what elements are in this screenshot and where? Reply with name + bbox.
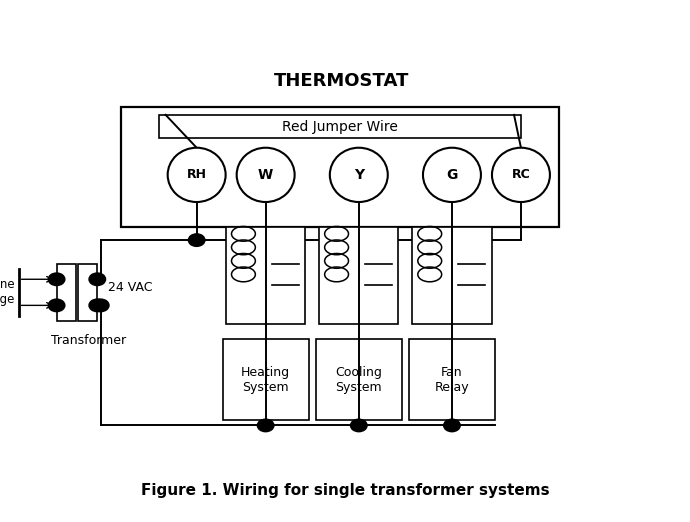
Ellipse shape: [168, 148, 226, 202]
FancyBboxPatch shape: [408, 339, 495, 420]
Text: RH: RH: [187, 169, 206, 181]
Text: RC: RC: [511, 169, 531, 181]
FancyBboxPatch shape: [78, 264, 97, 321]
Circle shape: [92, 299, 109, 312]
Circle shape: [257, 419, 274, 432]
Ellipse shape: [237, 148, 295, 202]
Ellipse shape: [423, 148, 481, 202]
FancyBboxPatch shape: [121, 107, 559, 227]
Circle shape: [351, 419, 367, 432]
Text: W: W: [258, 168, 273, 182]
Circle shape: [89, 299, 106, 312]
Text: Heating
System: Heating System: [241, 366, 290, 394]
FancyBboxPatch shape: [413, 227, 491, 324]
Text: Transformer: Transformer: [51, 334, 126, 347]
Circle shape: [188, 234, 205, 246]
Circle shape: [444, 419, 460, 432]
Circle shape: [48, 299, 65, 312]
FancyBboxPatch shape: [57, 264, 76, 321]
FancyBboxPatch shape: [222, 339, 309, 420]
Text: Cooling
System: Cooling System: [335, 366, 382, 394]
Circle shape: [48, 273, 65, 286]
FancyBboxPatch shape: [226, 227, 305, 324]
Text: Line
Voltage: Line Voltage: [0, 278, 15, 306]
Ellipse shape: [330, 148, 388, 202]
Text: Y: Y: [354, 168, 364, 182]
FancyBboxPatch shape: [319, 227, 399, 324]
Circle shape: [89, 273, 106, 286]
Text: Red Jumper Wire: Red Jumper Wire: [282, 120, 397, 134]
Text: Fan
Relay: Fan Relay: [435, 366, 469, 394]
FancyBboxPatch shape: [316, 339, 402, 420]
Ellipse shape: [492, 148, 550, 202]
Text: G: G: [446, 168, 457, 182]
Text: Figure 1. Wiring for single transformer systems: Figure 1. Wiring for single transformer …: [141, 483, 549, 498]
FancyBboxPatch shape: [159, 115, 521, 138]
Text: 24 VAC: 24 VAC: [108, 281, 152, 293]
Text: THERMOSTAT: THERMOSTAT: [274, 72, 409, 90]
